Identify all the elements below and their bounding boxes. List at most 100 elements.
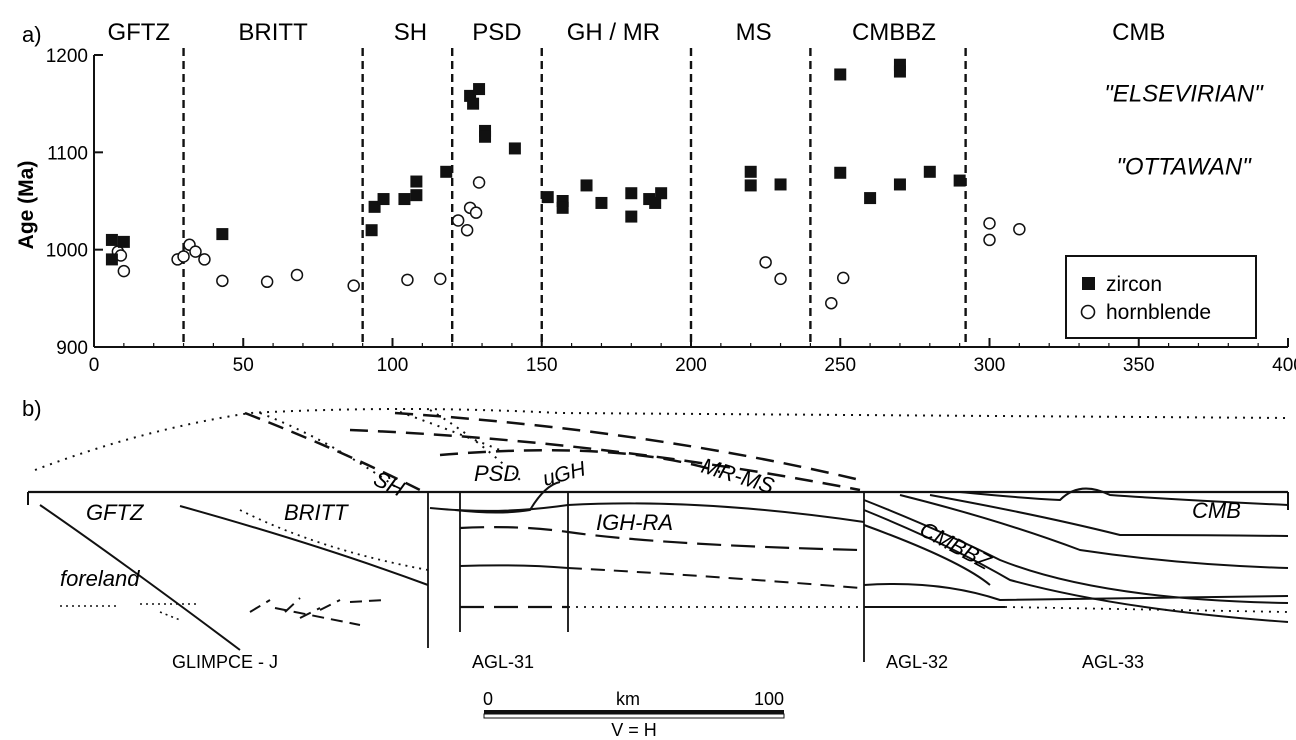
profile-agl-32: AGL-32 (886, 652, 948, 672)
cmbbz-2 (863, 509, 1289, 623)
profile-glimpce-j: GLIMPCE - J (172, 652, 278, 672)
hornblende-point (836, 271, 850, 285)
scale-bar-upper (484, 710, 784, 714)
y-axis-label: Age (Ma) (15, 161, 38, 250)
zircon-point (216, 228, 229, 241)
zircon-point (744, 165, 757, 178)
foreland-dots-2 (159, 611, 181, 621)
x-tick-label: 350 (1123, 355, 1155, 376)
foreland-dashes (249, 597, 386, 619)
data-points (105, 58, 1026, 310)
psd-base (454, 481, 561, 514)
cmb-3 (959, 487, 1289, 506)
igh-ra-dashed (459, 526, 861, 552)
y-tick-label: 1100 (47, 143, 88, 164)
zircon-point (541, 191, 554, 204)
x-tick-label: 200 (675, 355, 707, 376)
hornblende-point (460, 223, 474, 237)
panel-b-label: b) (22, 396, 42, 421)
legend-hornblende: hornblende (1106, 301, 1211, 324)
zircon-point (479, 130, 492, 143)
label-ugh: uGH (540, 457, 588, 491)
x-tick-label: 0 (89, 355, 100, 376)
hornblende-point (469, 206, 483, 219)
era-annotation: "OTTAWAN" (1116, 154, 1252, 181)
zircon-point (377, 193, 390, 206)
zircon-point (440, 165, 453, 178)
hornblende-point (117, 264, 131, 278)
x-tick-label: 150 (526, 355, 558, 376)
label-britt: BRITT (284, 500, 349, 525)
zone-label: PSD (472, 19, 521, 46)
gftz-fault (39, 504, 241, 651)
profile-agl-31: AGL-31 (472, 652, 534, 672)
zircon-point (953, 174, 966, 187)
hornblende-point (198, 253, 211, 266)
igh-ra-top (429, 502, 865, 523)
hornblende-point (347, 279, 360, 292)
hornblende-point (260, 275, 274, 289)
dashed-thrust-1 (349, 428, 861, 492)
zircon-point (105, 233, 118, 246)
zircon-legend-marker (1082, 277, 1095, 290)
dotted-line-mid2 (399, 411, 501, 451)
zircon-point (774, 178, 787, 191)
zircon-point (410, 189, 423, 202)
zone-labels: GFTZ BRITT SH PSD GH / MR MS CMBBZ CMB (107, 19, 1165, 46)
agl31-layer (459, 564, 569, 569)
zircon-point (365, 224, 378, 237)
panel-a-label: a) (22, 22, 42, 47)
hornblende-point (983, 233, 996, 247)
label-sh: SH (370, 466, 408, 502)
y-tick-label: 1000 (46, 241, 88, 262)
hornblende-point (451, 214, 465, 227)
hornblende-point (434, 272, 447, 286)
y-tick-label: 1200 (46, 46, 88, 67)
foreland-dots (60, 603, 200, 607)
hornblende-point (983, 217, 996, 230)
x-tick-label: 250 (824, 355, 856, 376)
hornblende-point (825, 296, 838, 310)
zircon-point (625, 210, 638, 223)
zone-label: CMB (1112, 19, 1165, 46)
hornblende-point (216, 274, 229, 288)
age-scatter-plot: GFTZ BRITT SH PSD GH / MR MS CMBBZ CMB 0 50 100 15… (46, 19, 1296, 376)
legend-zircon: zircon (1106, 273, 1162, 296)
zone-label: GH / MR (567, 19, 660, 46)
zircon-point (117, 235, 130, 248)
hornblende-point (290, 268, 304, 282)
legend-box (1065, 255, 1257, 339)
hornblende-legend-marker (1080, 304, 1096, 320)
hornblende-point (759, 256, 772, 269)
profile-agl-33: AGL-33 (1082, 652, 1144, 672)
cmbbz-1 (863, 499, 1289, 604)
dashed-thrust-2 (394, 411, 861, 482)
axes: 0 50 100 150 200 250 300 350 400 900 1000 1100 1200 (46, 46, 1296, 376)
label-gftz: GFTZ (86, 500, 145, 525)
hornblende-point (774, 272, 787, 286)
hornblende-point (472, 176, 486, 189)
zircon-point (834, 166, 847, 179)
scale-bar: 0 km 100 V = H (483, 689, 785, 740)
hornblende-point (401, 273, 414, 287)
label-igh-ra: IGH-RA (596, 510, 673, 535)
zircon-point (467, 97, 480, 110)
britt-fault (179, 505, 429, 586)
britt-dotted (239, 509, 429, 571)
foreland-dash-long (274, 607, 361, 626)
zircon-point (473, 83, 486, 96)
cmbbz-3 (863, 524, 991, 586)
x-tick-label: 300 (974, 355, 1006, 376)
zircon-point (556, 201, 569, 214)
profile-names: GLIMPCE - J AGL-31 AGL-32 AGL-33 (172, 652, 1144, 672)
zircon-point (893, 178, 906, 191)
label-foreland: foreland (60, 566, 140, 591)
cmb-1 (899, 494, 1289, 569)
zircon-point (649, 196, 662, 209)
zircon-point (744, 179, 757, 192)
hornblende-point (177, 250, 190, 263)
zircon-point (105, 253, 118, 266)
y-tick-label: 900 (56, 338, 88, 359)
zone-label: BRITT (238, 19, 308, 46)
